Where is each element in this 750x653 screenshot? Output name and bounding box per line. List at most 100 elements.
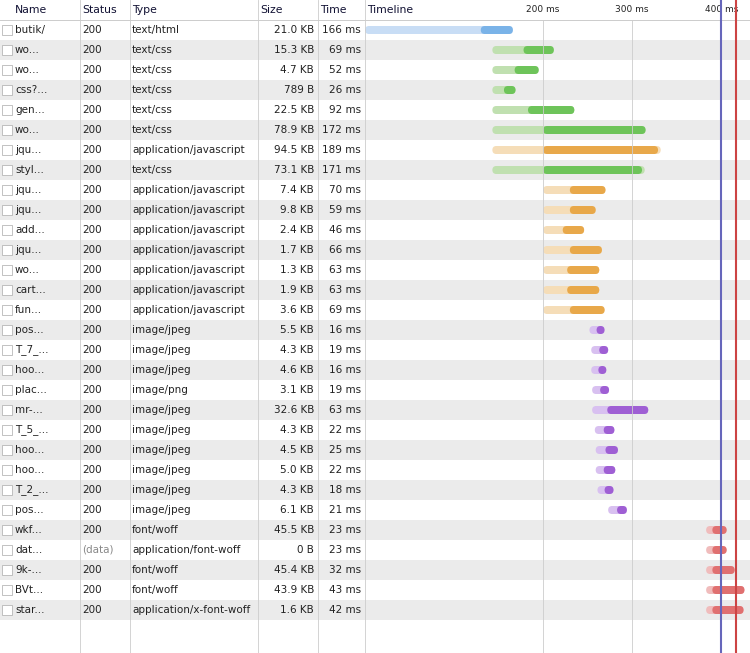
FancyBboxPatch shape: [524, 46, 554, 54]
Bar: [0, 380, 750, 400]
Bar: [0, 120, 750, 140]
Bar: [0, 400, 750, 420]
FancyBboxPatch shape: [492, 166, 645, 174]
Text: 16 ms: 16 ms: [328, 365, 361, 375]
Bar: [0, 60, 750, 80]
Text: 69 ms: 69 ms: [328, 305, 361, 315]
FancyBboxPatch shape: [492, 86, 515, 94]
Bar: [0, 460, 750, 480]
Text: image/jpeg: image/jpeg: [132, 505, 190, 515]
Text: 94.5 KB: 94.5 KB: [274, 145, 314, 155]
Bar: [2, 165, 12, 175]
Text: 22 ms: 22 ms: [328, 425, 361, 435]
FancyBboxPatch shape: [591, 346, 608, 354]
Text: application/javascript: application/javascript: [132, 305, 244, 315]
Bar: [2, 145, 12, 155]
Text: 200: 200: [82, 485, 102, 495]
Text: image/jpeg: image/jpeg: [132, 445, 190, 455]
Text: application/javascript: application/javascript: [132, 225, 244, 235]
Text: 63 ms: 63 ms: [328, 265, 361, 275]
Text: 4.6 KB: 4.6 KB: [280, 365, 314, 375]
Text: text/css: text/css: [132, 65, 172, 75]
Text: 200: 200: [82, 505, 102, 515]
Bar: [2, 345, 12, 355]
FancyBboxPatch shape: [604, 426, 614, 434]
Text: 3.6 KB: 3.6 KB: [280, 305, 314, 315]
Text: 200: 200: [82, 585, 102, 595]
Text: 63 ms: 63 ms: [328, 285, 361, 295]
FancyBboxPatch shape: [706, 546, 727, 554]
Text: 23 ms: 23 ms: [328, 525, 361, 535]
FancyBboxPatch shape: [543, 126, 646, 134]
Bar: [0, 100, 750, 120]
Text: 200: 200: [82, 185, 102, 195]
Text: 4.7 KB: 4.7 KB: [280, 65, 314, 75]
Text: 789 B: 789 B: [284, 85, 314, 95]
Text: wo...: wo...: [15, 45, 40, 55]
Text: 200: 200: [82, 105, 102, 115]
Text: 43 ms: 43 ms: [328, 585, 361, 595]
FancyBboxPatch shape: [492, 46, 554, 54]
Bar: [0, 180, 750, 200]
Text: 200: 200: [82, 85, 102, 95]
FancyBboxPatch shape: [706, 526, 727, 534]
Text: jqu...: jqu...: [15, 245, 41, 255]
Bar: [0, 280, 750, 300]
Bar: [2, 565, 12, 575]
FancyBboxPatch shape: [567, 266, 599, 274]
FancyBboxPatch shape: [492, 146, 661, 154]
Text: 73.1 KB: 73.1 KB: [274, 165, 314, 175]
Text: pos...: pos...: [15, 505, 44, 515]
Text: gen...: gen...: [15, 105, 45, 115]
Text: 45.5 KB: 45.5 KB: [274, 525, 314, 535]
Text: image/jpeg: image/jpeg: [132, 325, 190, 335]
Bar: [2, 325, 12, 335]
Bar: [2, 125, 12, 135]
Text: text/css: text/css: [132, 45, 172, 55]
Text: 200: 200: [82, 445, 102, 455]
Text: mr-...: mr-...: [15, 405, 43, 415]
Text: wo...: wo...: [15, 65, 40, 75]
Bar: [2, 445, 12, 455]
Text: 92 ms: 92 ms: [328, 105, 361, 115]
Text: application/javascript: application/javascript: [132, 185, 244, 195]
Text: Time: Time: [320, 5, 346, 15]
Text: application/javascript: application/javascript: [132, 285, 244, 295]
Bar: [2, 285, 12, 295]
Text: 69 ms: 69 ms: [328, 45, 361, 55]
Bar: [2, 305, 12, 315]
Text: 4.3 KB: 4.3 KB: [280, 425, 314, 435]
FancyBboxPatch shape: [596, 446, 618, 454]
Text: 200: 200: [82, 65, 102, 75]
FancyBboxPatch shape: [592, 386, 609, 394]
Text: image/jpeg: image/jpeg: [132, 365, 190, 375]
Bar: [2, 405, 12, 415]
FancyBboxPatch shape: [598, 366, 606, 374]
FancyBboxPatch shape: [590, 326, 604, 334]
FancyBboxPatch shape: [605, 446, 618, 454]
FancyBboxPatch shape: [504, 86, 515, 94]
Text: 200 ms: 200 ms: [526, 5, 560, 14]
Bar: [0, 580, 750, 600]
Text: image/jpeg: image/jpeg: [132, 345, 190, 355]
Text: 43.9 KB: 43.9 KB: [274, 585, 314, 595]
Text: 59 ms: 59 ms: [328, 205, 361, 215]
Text: Timeline: Timeline: [367, 5, 413, 15]
FancyBboxPatch shape: [599, 346, 608, 354]
Text: 1.9 KB: 1.9 KB: [280, 285, 314, 295]
Text: 19 ms: 19 ms: [328, 345, 361, 355]
FancyBboxPatch shape: [543, 286, 599, 294]
Text: 1.7 KB: 1.7 KB: [280, 245, 314, 255]
Text: 70 ms: 70 ms: [329, 185, 361, 195]
Text: 26 ms: 26 ms: [328, 85, 361, 95]
Bar: [2, 585, 12, 595]
Text: image/jpeg: image/jpeg: [132, 465, 190, 475]
Bar: [0, 560, 750, 580]
Text: application/javascript: application/javascript: [132, 265, 244, 275]
Text: 19 ms: 19 ms: [328, 385, 361, 395]
Text: 4.5 KB: 4.5 KB: [280, 445, 314, 455]
Bar: [2, 605, 12, 615]
FancyBboxPatch shape: [712, 566, 735, 574]
Text: 45.4 KB: 45.4 KB: [274, 565, 314, 575]
Bar: [2, 365, 12, 375]
